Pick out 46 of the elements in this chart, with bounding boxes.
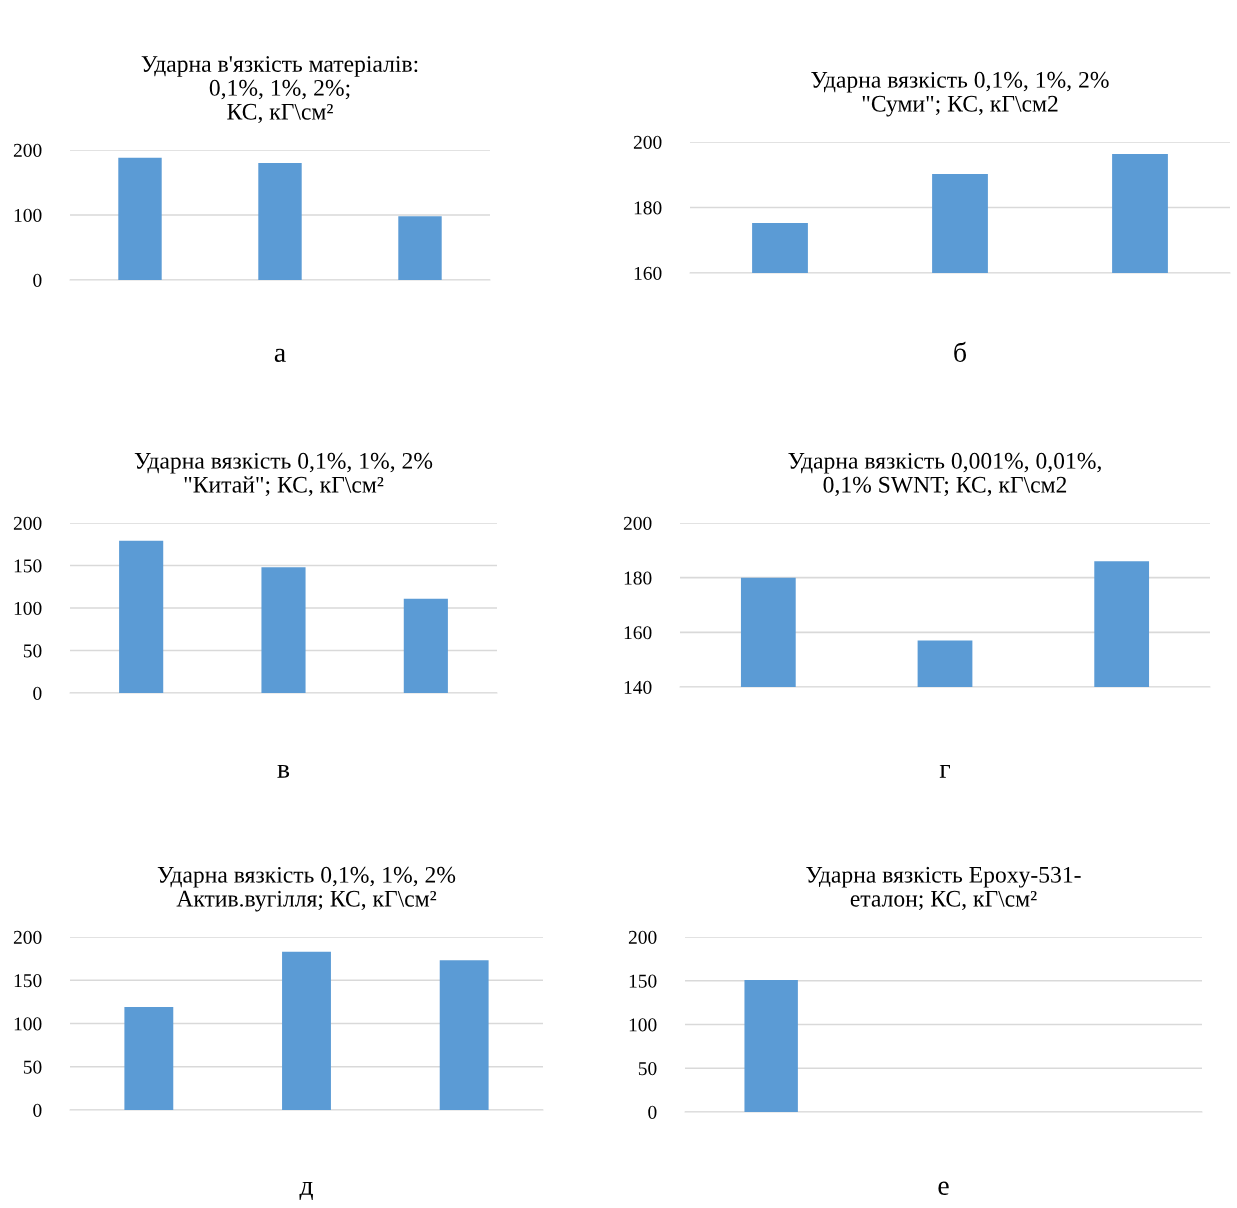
- chart-title: Ударна вязкість 0,1%, 1%, 2% "Суми"; КС, кГ\см2: [811, 71, 1109, 117]
- bar: [118, 157, 162, 280]
- y-tick-label: 200: [13, 930, 42, 944]
- y-tick-label: 140: [624, 680, 652, 694]
- bar: [282, 951, 331, 1110]
- y-tick-label: 0: [33, 1103, 42, 1117]
- chart-title: Ударна вязкість Epoxy-531- еталон; КС, кГ\см²: [806, 866, 1081, 911]
- chart-title: Ударна вязкість 0,1%, 1%, 2% Актив.вугілля; КС, кГ\см²: [157, 866, 456, 912]
- y-tick-label: 150: [14, 559, 42, 573]
- y-tick-label: 180: [624, 571, 652, 585]
- chart-title: Ударна в'язкість матеріалів: 0,1%, 1%, 2%; КС, кГ\см²: [141, 56, 418, 124]
- y-tick-label: 0: [648, 1105, 657, 1119]
- y-tick-label: 0: [33, 686, 42, 700]
- y-tick-label: 200: [628, 930, 657, 944]
- text: а: [274, 348, 286, 362]
- bar: [398, 216, 442, 280]
- y-tick-label: 50: [23, 1060, 42, 1074]
- text: б: [954, 341, 967, 362]
- chart-title: Ударна вязкість 0,001%, 0,01%, 0,1% SWNT; КС, кГ\см2: [788, 452, 1101, 497]
- y-tick-label: 200: [623, 516, 652, 530]
- bar: [124, 1007, 174, 1110]
- y-tick-label: 200: [633, 135, 662, 149]
- y-tick-label: 160: [634, 266, 662, 280]
- y-tick-label: 150: [629, 974, 657, 988]
- y-tick-label: 100: [14, 1017, 42, 1031]
- bar: [261, 567, 306, 693]
- bar: [119, 540, 164, 693]
- y-tick-label: 100: [629, 1018, 657, 1032]
- y-tick-label: 0: [33, 273, 42, 287]
- text: д: [299, 1181, 313, 1201]
- bar: [439, 960, 489, 1110]
- chart-title: Ударна вязкість 0,1%, 1%, 2% "Китай"; КС, кГ\см²: [134, 452, 433, 497]
- y-tick-label: 150: [14, 974, 42, 988]
- y-tick-label: 50: [638, 1062, 657, 1076]
- bar: [403, 598, 448, 693]
- y-tick-label: 100: [14, 208, 42, 222]
- y-tick-label: 50: [23, 644, 42, 658]
- text: в: [277, 764, 290, 778]
- y-tick-label: 180: [634, 201, 662, 215]
- y-tick-label: 100: [14, 601, 42, 615]
- y-tick-label: 200: [13, 516, 42, 530]
- text: е: [938, 1181, 949, 1195]
- text: г: [939, 764, 950, 778]
- bar: [258, 163, 302, 280]
- y-tick-label: 160: [624, 626, 652, 640]
- y-tick-label: 200: [13, 143, 42, 157]
